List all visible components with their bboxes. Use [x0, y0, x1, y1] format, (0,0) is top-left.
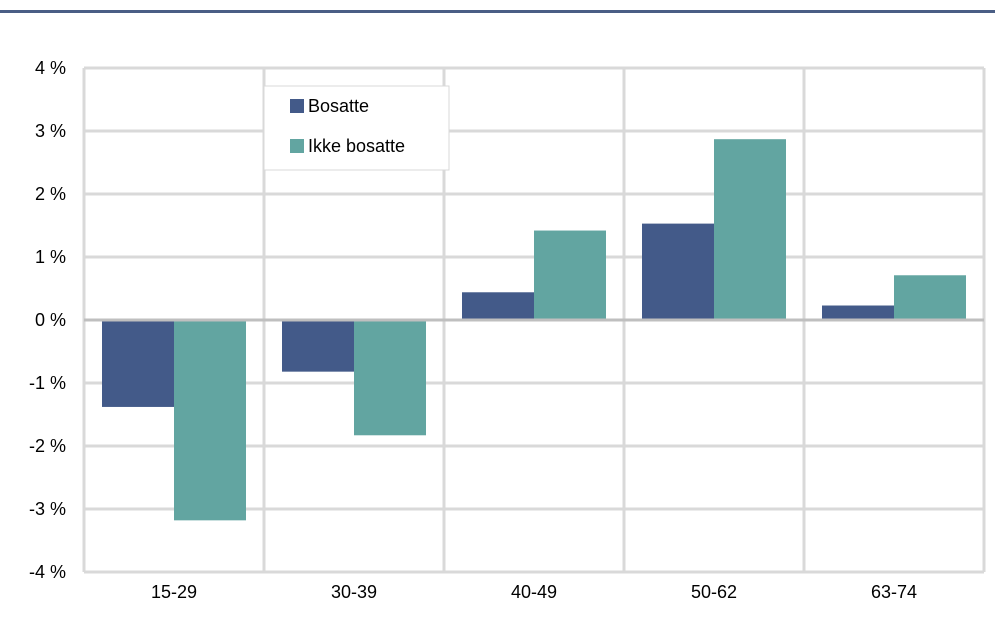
y-axis-ticks: 4 % 3 % 2 % 1 % 0 % -1 % -2 % -3 % -4 %	[29, 58, 66, 582]
bar-ikke-bosatte-30-39	[354, 320, 426, 436]
bar-bosatte-63-74	[822, 305, 894, 320]
legend-swatch	[290, 139, 304, 153]
x-tick-label: 15-29	[151, 582, 197, 602]
y-tick-label: 0 %	[35, 310, 66, 330]
y-tick-label: 3 %	[35, 121, 66, 141]
bar-bosatte-15-29	[102, 320, 174, 407]
bar-ikke-bosatte-40-49	[534, 230, 606, 320]
bars	[102, 139, 966, 521]
y-tick-label: -4 %	[29, 562, 66, 582]
bar-ikke-bosatte-15-29	[174, 320, 246, 521]
bar-bosatte-40-49	[462, 292, 534, 320]
x-tick-label: 40-49	[511, 582, 557, 602]
x-tick-label: 63-74	[871, 582, 917, 602]
bar-bosatte-30-39	[282, 320, 354, 372]
x-tick-label: 50-62	[691, 582, 737, 602]
y-tick-label: -3 %	[29, 499, 66, 519]
x-tick-label: 30-39	[331, 582, 377, 602]
bar-ikke-bosatte-50-62	[714, 139, 786, 320]
x-axis-ticks: 15-29 30-39 40-49 50-62 63-74	[151, 582, 917, 602]
y-tick-label: 2 %	[35, 184, 66, 204]
legend-swatch	[290, 99, 304, 113]
y-tick-label: -1 %	[29, 373, 66, 393]
bar-ikke-bosatte-63-74	[894, 275, 966, 320]
legend-label: Bosatte	[308, 96, 369, 116]
top-rule	[0, 10, 995, 13]
y-tick-label: 4 %	[35, 58, 66, 78]
bar-bosatte-50-62	[642, 223, 714, 320]
legend: Bosatte Ikke bosatte	[263, 85, 450, 171]
legend-label: Ikke bosatte	[308, 136, 405, 156]
y-tick-label: 1 %	[35, 247, 66, 267]
y-tick-label: -2 %	[29, 436, 66, 456]
